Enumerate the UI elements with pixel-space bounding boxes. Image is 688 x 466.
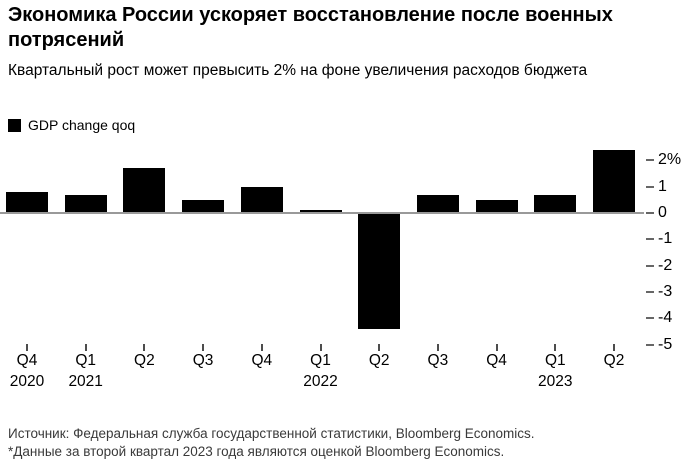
- bar-q4-2022: [475, 199, 518, 213]
- article-subtitle: Квартальный рост может превысить 2% на ф…: [8, 62, 588, 79]
- legend-label: GDP change qoq: [28, 117, 136, 133]
- y-axis-tick--2: [646, 264, 654, 267]
- x-axis-quarter-label-q4-2021: Q4: [251, 352, 273, 369]
- x-axis-tick-q1-2022: [319, 344, 322, 351]
- x-axis-year-label-2021: 2021: [68, 373, 103, 390]
- bar-q4-2021: [240, 186, 283, 213]
- x-axis-tick-q3-2021: [202, 344, 205, 351]
- y-axis-tick--5: [646, 343, 654, 346]
- x-axis-quarter-label-q2-2021: Q2: [134, 352, 155, 369]
- x-axis-quarter-label-q4-2020: Q4: [16, 352, 38, 369]
- y-axis-label-2: 2%: [658, 151, 682, 169]
- x-axis-quarter-label-q4-2022: Q4: [486, 352, 507, 369]
- footnote-line: *Данные за второй квартал 2023 года явля…: [8, 444, 505, 459]
- x-axis-zero-line: [0, 212, 644, 214]
- x-axis-year-label-2023: 2023: [538, 373, 573, 390]
- y-axis-label--5: -5: [658, 335, 673, 353]
- y-axis-tick-0: [646, 212, 654, 214]
- bar-q1-2023: [534, 194, 577, 213]
- x-axis-tick-q3-2022: [436, 344, 439, 351]
- bar-q2-2022: [358, 213, 401, 329]
- x-axis-quarter-label-q1-2021: Q1: [75, 352, 97, 369]
- bar-q4-2020: [6, 191, 48, 213]
- x-axis-quarter-label-q1-2022: Q1: [310, 352, 331, 369]
- chart-legend: GDP change qoq: [8, 117, 135, 133]
- bar-q2-2021: [123, 168, 166, 213]
- bar-q3-2021: [182, 199, 225, 213]
- x-axis-tick-q1-2023: [554, 344, 557, 351]
- y-axis-label--1: -1: [658, 230, 673, 248]
- x-axis-year-label-2020: 2020: [9, 373, 45, 390]
- y-axis-tick-2: [646, 159, 654, 162]
- x-axis-quarter-label-q3-2021: Q3: [192, 352, 214, 369]
- bar-q1-2021: [64, 194, 107, 213]
- y-axis-tick--1: [646, 238, 654, 241]
- x-axis-tick-q2-2023: [613, 344, 615, 351]
- x-axis-year-label-2022: 2022: [303, 373, 338, 390]
- x-axis-quarter-label-q2-2022: Q2: [368, 352, 390, 369]
- y-axis-label-1: 1: [658, 177, 667, 195]
- bar-q2-2023: [593, 149, 635, 213]
- bar-q3-2022: [416, 194, 459, 213]
- y-axis-label--4: -4: [658, 309, 673, 327]
- x-axis-quarter-label-q3-2022: Q3: [427, 352, 449, 369]
- source-line: Источник: Федеральная служба государстве…: [8, 426, 535, 441]
- y-axis-tick--3: [646, 290, 654, 293]
- bar-q1-2022: [299, 210, 342, 213]
- legend-swatch-icon: [8, 118, 21, 132]
- y-axis-label--3: -3: [658, 282, 673, 300]
- y-axis-label--2: -2: [658, 256, 673, 274]
- x-axis-tick-q4-2021: [260, 344, 263, 351]
- x-axis-tick-q4-2020: [26, 344, 28, 351]
- y-axis-tick--4: [646, 317, 654, 320]
- x-axis-tick-q1-2021: [84, 344, 87, 351]
- y-axis-tick-1: [646, 185, 654, 188]
- y-axis-label-0: 0: [658, 204, 667, 221]
- x-axis-quarter-label-q2-2023: Q2: [603, 352, 625, 369]
- x-axis-tick-q4-2022: [495, 344, 498, 351]
- article-title: Экономика России ускоряет восстановление…: [8, 4, 613, 51]
- x-axis-tick-q2-2022: [378, 344, 381, 351]
- x-axis-tick-q2-2021: [143, 344, 146, 351]
- x-axis-quarter-label-q1-2023: Q1: [544, 352, 566, 369]
- chart-footer: Источник: Федеральная служба государстве…: [8, 425, 682, 461]
